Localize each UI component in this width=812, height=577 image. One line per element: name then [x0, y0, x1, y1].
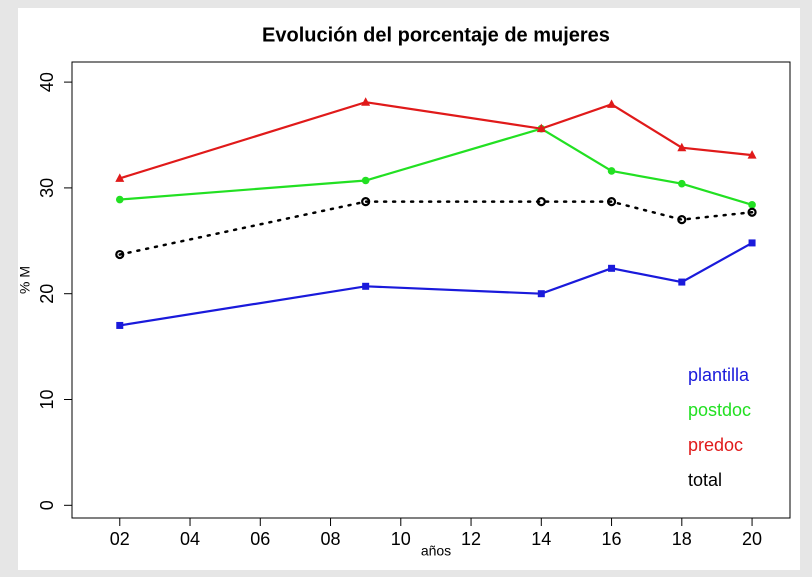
x-axis-label: años [421, 543, 451, 559]
marker [537, 290, 545, 298]
marker [606, 197, 617, 207]
legend-label: total [688, 470, 722, 490]
marker [608, 264, 616, 272]
marker [536, 197, 546, 207]
marker [747, 150, 757, 159]
series-line [118, 200, 754, 256]
marker [748, 239, 756, 247]
marker [116, 321, 124, 329]
y-tick-label: 30 [37, 178, 57, 198]
legend-label: postdoc [688, 400, 751, 420]
marker [678, 278, 686, 286]
marker [361, 97, 371, 106]
series-line [118, 127, 754, 206]
marker [678, 179, 686, 188]
marker [361, 197, 371, 207]
x-tick-label: 08 [321, 529, 341, 549]
plot-box [71, 61, 791, 519]
x-tick-label: 14 [531, 529, 551, 549]
marker [748, 201, 756, 209]
x-tick-label: 10 [391, 529, 411, 549]
series-line [118, 101, 754, 180]
y-axis-label: % M [17, 266, 33, 294]
marker [677, 142, 687, 152]
x-tick-label: 02 [110, 529, 130, 549]
series-line [118, 241, 754, 327]
y-tick-label: 40 [37, 72, 57, 92]
marker [362, 282, 370, 290]
marker [677, 215, 687, 225]
x-tick-label: 12 [461, 529, 481, 549]
marker [115, 173, 125, 182]
x-tick-label: 06 [250, 529, 270, 549]
chart-title: Evolución del porcentaje de mujeres [262, 24, 610, 46]
marker [115, 249, 125, 260]
x-tick-label: 18 [672, 529, 692, 549]
legend-label: predoc [688, 435, 743, 455]
x-tick-label: 16 [602, 529, 622, 549]
y-tick-label: 0 [37, 500, 57, 510]
legend-label: plantilla [688, 365, 750, 385]
marker [607, 99, 617, 108]
marker [361, 176, 370, 185]
x-tick-label: 04 [180, 529, 200, 549]
marker [747, 207, 757, 217]
marker [115, 195, 124, 204]
y-tick-label: 20 [37, 284, 57, 304]
y-tick-label: 10 [37, 389, 57, 409]
marker [536, 123, 546, 133]
x-tick-label: 20 [742, 529, 762, 549]
marker [607, 167, 616, 175]
